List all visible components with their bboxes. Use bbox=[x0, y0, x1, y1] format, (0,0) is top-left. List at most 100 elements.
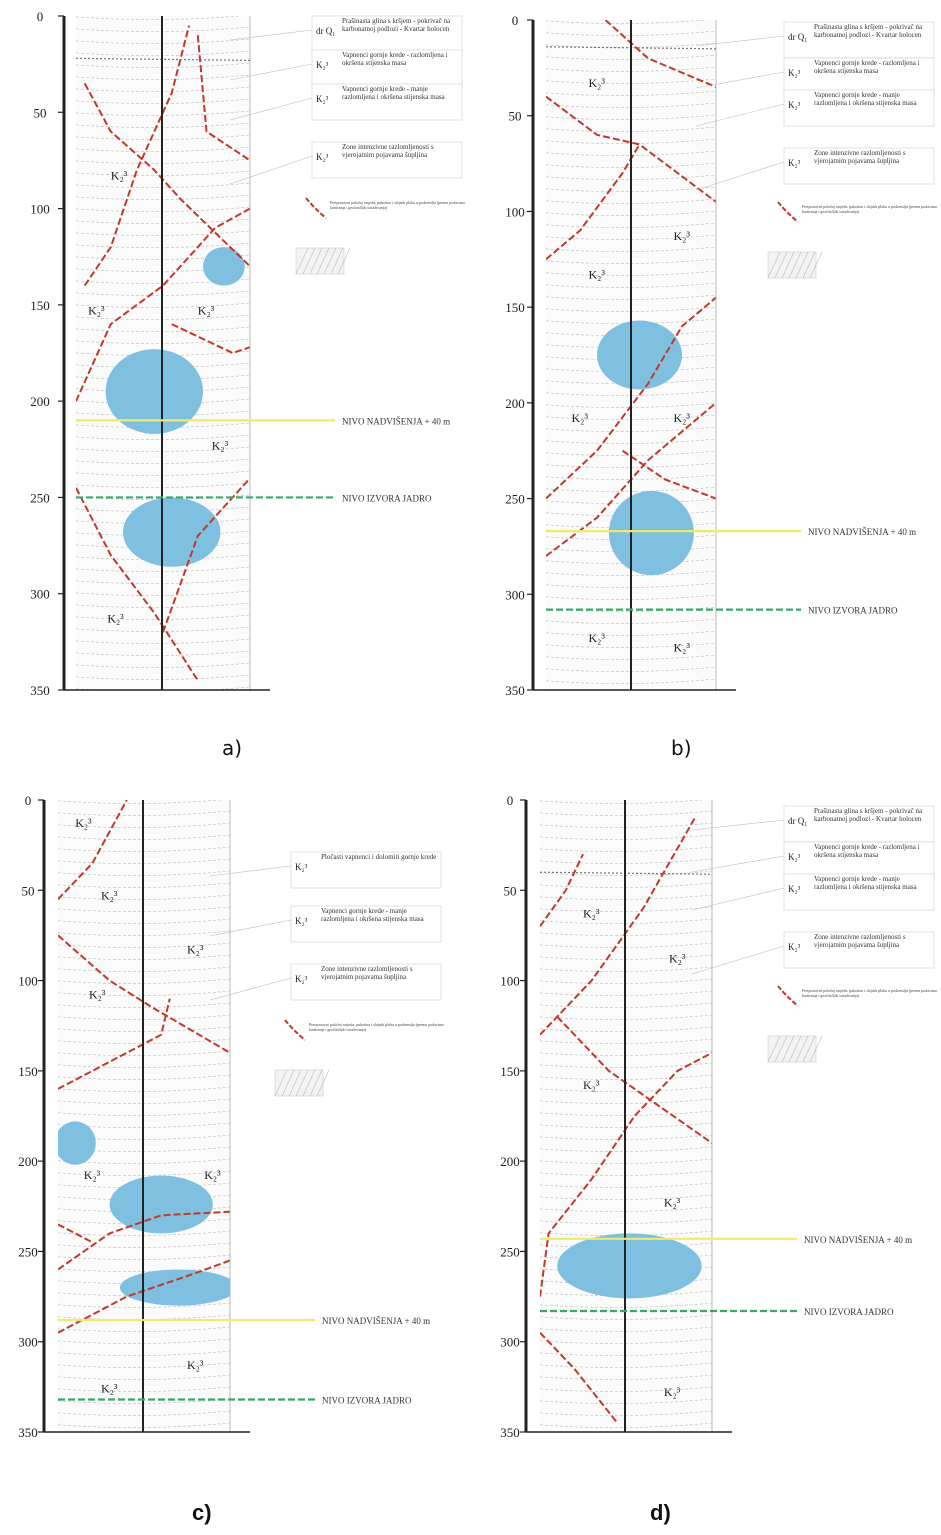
unit-label: K₂³ bbox=[101, 1381, 118, 1395]
legend-symbol: K₂³ bbox=[316, 94, 329, 104]
bedding-line bbox=[530, 1494, 722, 1500]
level-label: NIVO IZVORA JADRO bbox=[808, 606, 898, 616]
fracture-line bbox=[540, 853, 584, 927]
leader-line bbox=[229, 155, 313, 185]
leader-line bbox=[229, 29, 313, 41]
legend-text: Zone intenzivne razlomljenosti s vjeroja… bbox=[814, 149, 906, 165]
legend-symbol: dr Q₁ bbox=[788, 32, 807, 42]
legend-box bbox=[783, 89, 935, 127]
fracture-line-icon bbox=[305, 197, 327, 219]
unit-label: K₂³ bbox=[674, 411, 691, 425]
leader-line bbox=[691, 855, 785, 873]
depth-tick-label: 0 bbox=[512, 13, 519, 28]
unit-label: K₂³ bbox=[664, 1195, 681, 1209]
unit-label: K₂³ bbox=[664, 1385, 681, 1399]
hatch-stroke bbox=[767, 251, 781, 279]
fracture-line bbox=[83, 82, 250, 268]
bedding-line bbox=[48, 1494, 240, 1500]
bedding-line bbox=[536, 6, 726, 12]
hatch-stroke bbox=[774, 251, 788, 279]
caption-c: c) bbox=[192, 1500, 212, 1525]
legend-symbol: dr Q₁ bbox=[316, 26, 335, 36]
unit-label: K₂³ bbox=[84, 1168, 101, 1182]
legend-box bbox=[311, 83, 463, 121]
fracture-line bbox=[171, 323, 250, 355]
legend-symbol: K₂³ bbox=[295, 916, 308, 926]
depth-tick-label: 100 bbox=[30, 202, 50, 217]
unit-label: K₂³ bbox=[89, 988, 106, 1002]
fracture-line bbox=[58, 1259, 230, 1334]
bedding-line bbox=[48, 1446, 240, 1452]
depth-tick-label: 350 bbox=[505, 683, 525, 698]
bedding-line bbox=[48, 786, 240, 792]
depth-tick-label: 250 bbox=[500, 1244, 520, 1259]
unit-label: K₂³ bbox=[101, 888, 118, 902]
cover-boundary bbox=[539, 871, 713, 875]
level-label: NIVO NADVIŠENJA + 40 m bbox=[322, 1316, 430, 1326]
fracture-line bbox=[540, 1051, 712, 1297]
unit-label: K₂³ bbox=[198, 303, 215, 317]
leader-line bbox=[695, 161, 785, 191]
leader-line bbox=[695, 35, 785, 47]
unit-label: K₂³ bbox=[589, 267, 606, 281]
bedding-line bbox=[530, 1482, 722, 1488]
depth-tick-label: 200 bbox=[30, 394, 50, 409]
fracture-line bbox=[546, 296, 716, 500]
panel-b: K₂³ K₂³ K₂³ K₂³ K₂³ K₂³ K₂³ 0 50 100 150 200 250 300 3… bbox=[505, 6, 937, 732]
legend-symbol: K₂³ bbox=[295, 862, 308, 872]
hatch-stroke bbox=[316, 247, 330, 275]
panel-c: K₂³ K₂³ K₂³ K₂³ K₂³ K₂³ K₂³ K₂³ 0 50 100 150 200 250 3… bbox=[18, 774, 444, 1500]
hatch-stroke bbox=[295, 247, 309, 275]
fracture-line bbox=[58, 934, 230, 1054]
bedding-line bbox=[536, 702, 726, 708]
depth-tick-label: 300 bbox=[30, 587, 50, 602]
cave-blob bbox=[119, 1269, 230, 1306]
fracture-line bbox=[540, 817, 696, 1036]
cave-blob bbox=[105, 349, 204, 434]
fracture-line bbox=[604, 20, 716, 88]
leader-line bbox=[209, 977, 292, 1001]
hatch-stroke bbox=[295, 1069, 309, 1097]
fracture-line bbox=[58, 1210, 230, 1271]
bedding-line bbox=[76, 686, 250, 690]
cave-blob bbox=[557, 1233, 702, 1299]
depth-tick-label: 350 bbox=[30, 683, 50, 698]
legend-text: Vapnenci gornje krede - manje razlomljen… bbox=[814, 875, 917, 891]
legend-box bbox=[290, 851, 442, 889]
legend-symbol: K₂³ bbox=[788, 100, 801, 110]
hatch-stroke bbox=[309, 1069, 323, 1097]
hatch-stroke bbox=[288, 1069, 302, 1097]
depth-tick-label: 0 bbox=[25, 793, 32, 808]
legend-box bbox=[783, 873, 935, 911]
hatch-stroke bbox=[795, 251, 809, 279]
legend-text: Vapnenci gornje krede - manje razlomljen… bbox=[321, 907, 424, 923]
legend-text: Zone intenzivne razlomljenosti s vjeroja… bbox=[342, 143, 434, 159]
hatch-stroke bbox=[281, 1069, 295, 1097]
leader-line bbox=[695, 103, 785, 127]
unit-label: K₂³ bbox=[589, 631, 606, 645]
fracture-line bbox=[76, 487, 199, 681]
level-label: NIVO IZVORA JADRO bbox=[342, 493, 432, 503]
unit-label: K₂³ bbox=[75, 816, 92, 830]
fracture-line bbox=[58, 800, 128, 901]
legend-box bbox=[783, 841, 935, 879]
hatch-stroke bbox=[274, 1069, 288, 1097]
unit-label: K₂³ bbox=[583, 906, 600, 920]
cave-blob bbox=[608, 490, 694, 576]
depth-tick-label: 250 bbox=[30, 490, 50, 505]
leader-line bbox=[209, 865, 292, 877]
bedding-line bbox=[536, 726, 726, 732]
leader-line bbox=[695, 71, 785, 89]
unit-label: K₂³ bbox=[674, 229, 691, 243]
fracture-line bbox=[546, 95, 716, 203]
unit-label: K₂³ bbox=[572, 411, 589, 425]
leader-line bbox=[691, 887, 785, 911]
legend-fracture-text: Pretpostavni položaj rasjeda, pukotina i… bbox=[309, 1022, 444, 1032]
bedding-line bbox=[48, 774, 240, 780]
leader-line bbox=[691, 945, 785, 975]
unit-label: K₂³ bbox=[187, 942, 204, 956]
depth-tick-label: 200 bbox=[18, 1154, 38, 1169]
hatch-stroke bbox=[302, 1069, 316, 1097]
level-label: NIVO IZVORA JADRO bbox=[322, 1395, 412, 1405]
legend-text: Vapnenci gornje krede - manje razlomljen… bbox=[814, 91, 917, 107]
